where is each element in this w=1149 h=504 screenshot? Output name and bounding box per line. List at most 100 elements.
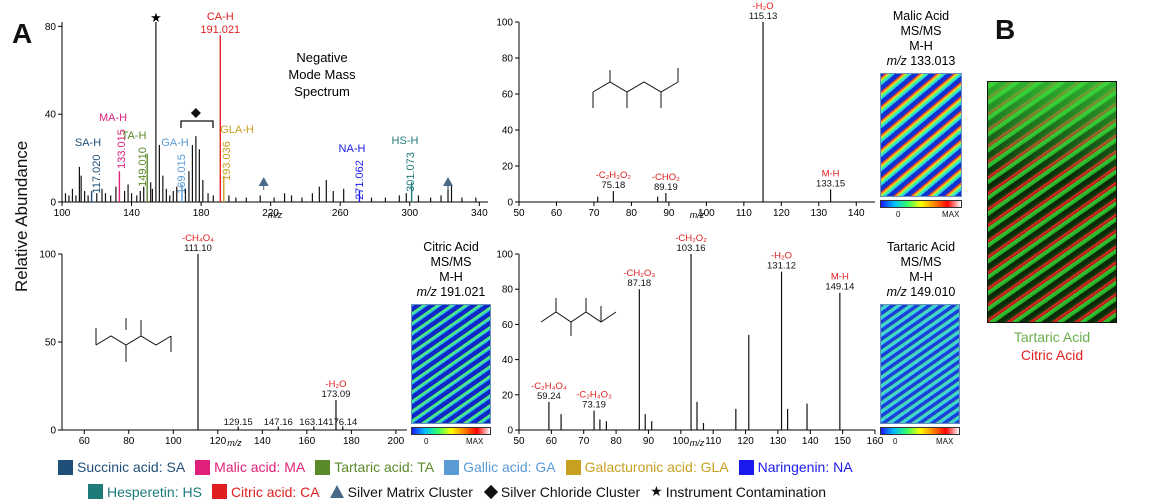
legend-item: Galacturonic acid: GLA [565,459,729,475]
legend-item: Gallic acid: GA [444,459,556,475]
triangle-marker [258,177,269,186]
citric-peak-value-label: 163.14 [299,417,328,428]
negative-mode-label: TA-H [122,130,147,142]
citric-x-tick-label: 80 [123,436,135,447]
citric-x-tick-label: 180 [343,436,360,447]
malic-title-line: Malic Acid [893,9,949,23]
legend-label: Succinic acid: SA [77,459,186,475]
negative-mode-mz: 133.015 [116,129,128,169]
malic-colorbar [880,200,962,208]
legend-swatch [444,459,460,475]
negative-mode-x-tick-label: 100 [54,208,71,219]
citric-x-tick-label: 60 [79,436,91,447]
negative-mode-label: GLA-H [220,124,254,136]
citric-x-tick-label: 140 [254,436,271,447]
tartaric-y-tick-label: 20 [502,390,514,401]
negative-mode-label: GA-H [161,137,189,149]
diamond-bracket [180,120,214,128]
malic-peak-loss-label: -H₂O [753,1,774,12]
negative-mode-x-label: m/z [268,210,283,220]
negative-mode-label: SA-H [75,137,101,149]
panel-label-a: A [12,18,33,49]
negative-mode-title: Mode Mass [288,67,356,82]
malic-peak-value-label: 89.19 [654,182,678,193]
negative-mode-mz: 301.073 [405,152,417,192]
tartaric-peak-loss-label: -H₂O [771,251,792,262]
tartaric-peak-loss-label: -C₂H₄O₃ [576,390,612,401]
negative-mode-y-tick-label: 0 [50,198,56,209]
triangle-marker [443,177,454,186]
malic-peak-value-label: 133.15 [816,178,845,189]
negative-mode-x-tick-label: 300 [401,208,418,219]
legend-item: Tartaric acid: TA [315,459,434,475]
tartaric-x-tick-label: 80 [611,436,623,447]
tartaric-y-tick-label: 0 [507,426,513,437]
negative-mode-x-tick-label: 180 [193,208,210,219]
citric-y-tick-label: 0 [50,426,56,437]
tartaric-y-tick-label: 40 [502,355,514,366]
negative-mode-label-ca: CA-H [207,11,234,23]
tartaric-peak-value-label: 103.16 [677,243,706,254]
malic-x-tick-label: 100 [698,208,715,219]
malic-x-tick-label: 90 [663,208,675,219]
legend-item: Silver Matrix Cluster [329,483,473,500]
citric-peak-value-label: 111.10 [184,243,212,254]
overlay-image [987,81,1117,323]
malic-peak-value-label: 115.13 [749,11,777,22]
malic-x-tick-label: 120 [773,208,790,219]
tartaric-x-tick-label: 60 [546,436,558,447]
tartaric-peak-value-label: 131.12 [767,261,796,272]
citric-peak-value-label: 176.14 [328,417,357,428]
star-icon: ★ [650,483,663,499]
legend-swatch [88,484,103,499]
malic-x-label: m/z [690,210,705,220]
tartaric-y-tick-label: 100 [496,250,513,261]
negative-mode-mz-ca: 191.021 [200,24,240,36]
tartaric-peak-loss-label: -CH₂O₃ [623,268,655,279]
legend-item: Hesperetin: HS [88,484,202,500]
malic-title-mz-value: 133.013 [910,54,955,68]
citric-title-mz-label: m/z [417,285,441,299]
malic-peak-loss-label: -C₂H₃O₂ [596,170,632,181]
b-label-citric: Citric Acid [1020,347,1084,363]
citric-x-tick-label: 100 [165,436,182,447]
tartaric-x-tick-label: 110 [705,436,721,447]
tartaric-x-tick-label: 130 [770,436,787,447]
citric-x-tick-label: 160 [298,436,315,447]
legend-swatch [211,484,227,499]
legend-label: Instrument Contamination [665,483,827,500]
legend-item: Malic acid: MA [195,459,305,475]
tartaric-peak-value-label: 149.14 [825,282,854,293]
tartaric-title-mz-value: 149.010 [910,285,955,299]
citric-title-line: MS/MS [431,255,472,269]
tartaric-peak-loss-label: -CH₂O₂ [675,233,707,244]
malic-x-tick-label: 80 [626,208,638,219]
malic-peak-loss-label: M-H [822,168,840,179]
malic-peak-value-label: 75.18 [601,180,625,191]
negative-mode-x-tick-label: 340 [471,208,488,219]
tartaric-title-line: m/z 149.010 [887,285,956,299]
citric-colorbar [411,427,491,435]
tartaric-peak-loss-label: -C₂H₄O₄ [531,381,567,392]
malic-y-tick-label: 40 [502,126,514,137]
star-marker: ★ [150,11,162,26]
tartaric-x-tick-label: 70 [578,436,590,447]
citric-title-line: Citric Acid [423,240,479,254]
legend-label: Citric acid: CA [230,483,320,500]
tartaric-x-tick-label: 50 [513,436,525,447]
malic-y-tick-label: 80 [502,54,514,65]
legend-label: Silver Matrix Cluster [347,483,473,500]
tartaric-peak-value-label: 59.24 [537,391,561,402]
citric-title-line: M-H [439,270,463,284]
malic-colorbar-max: MAX [942,210,960,219]
legend-row-1: Succinic acid: SA Malic acid: MA Tartaric … [58,459,863,475]
negative-mode-mz: 169.015 [176,154,188,194]
citric-colorbar-min: 0 [424,437,429,446]
legend-swatch [195,459,211,475]
tartaric-title-line: Tartaric Acid [887,240,955,254]
legend-item: Silver Chloride Cluster [483,484,640,500]
legend-label: Malic acid: MA [214,459,306,475]
legend-label: Hesperetin: HS [107,483,202,500]
citric-title-line: m/z 191.021 [417,285,486,299]
citric-colorbar-max: MAX [466,437,484,446]
